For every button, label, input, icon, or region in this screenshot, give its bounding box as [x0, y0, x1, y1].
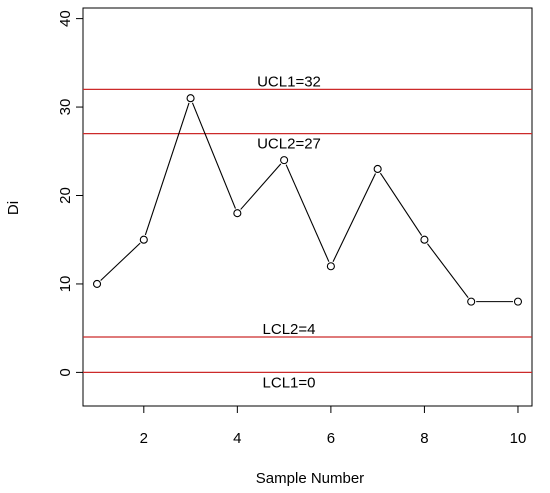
x-axis: 2 4 6 8 10 — [140, 406, 527, 447]
x-tick-label: 8 — [420, 430, 428, 447]
control-line-label: UCL1=32 — [257, 73, 321, 90]
series-segment — [240, 163, 282, 210]
control-line-label: UCL2=27 — [257, 136, 321, 153]
y-tick-label: 40 — [57, 10, 74, 27]
series-segment — [191, 102, 236, 209]
y-tick-label: 20 — [57, 187, 74, 204]
series-segment — [100, 242, 141, 281]
series-segment — [285, 164, 330, 262]
x-tick-label: 2 — [140, 430, 148, 447]
data-point — [92, 279, 102, 288]
x-tick-label: 10 — [510, 430, 527, 447]
data-series — [92, 94, 523, 306]
y-axis-title: Di — [5, 201, 22, 215]
data-point — [280, 156, 289, 165]
data-point — [186, 94, 195, 103]
y-axis: 0 10 20 30 40 — [57, 10, 83, 377]
y-tick-label: 10 — [57, 276, 74, 293]
plot-frame — [82, 7, 533, 407]
x-tick-label: 6 — [327, 430, 335, 447]
control-line-label: LCL1=0 — [263, 374, 316, 391]
series-segment — [427, 243, 469, 298]
data-point — [326, 262, 335, 271]
y-tick-label: 30 — [57, 99, 74, 116]
data-point — [139, 235, 148, 244]
y-tick-label: 0 — [57, 368, 74, 376]
series-segment — [144, 102, 190, 236]
series-segment — [379, 172, 423, 236]
x-tick-label: 4 — [233, 430, 241, 447]
data-point — [513, 297, 523, 306]
data-point — [467, 297, 476, 306]
data-point — [420, 235, 429, 244]
series-segment — [332, 173, 376, 262]
control-lines: UCL1=32 UCL2=27 LCL2=4 LCL1=0 — [83, 73, 532, 391]
x-axis-title: Sample Number — [256, 470, 364, 487]
control-line-label: LCL2=4 — [263, 321, 316, 338]
data-point — [373, 164, 382, 174]
data-point — [233, 209, 242, 218]
